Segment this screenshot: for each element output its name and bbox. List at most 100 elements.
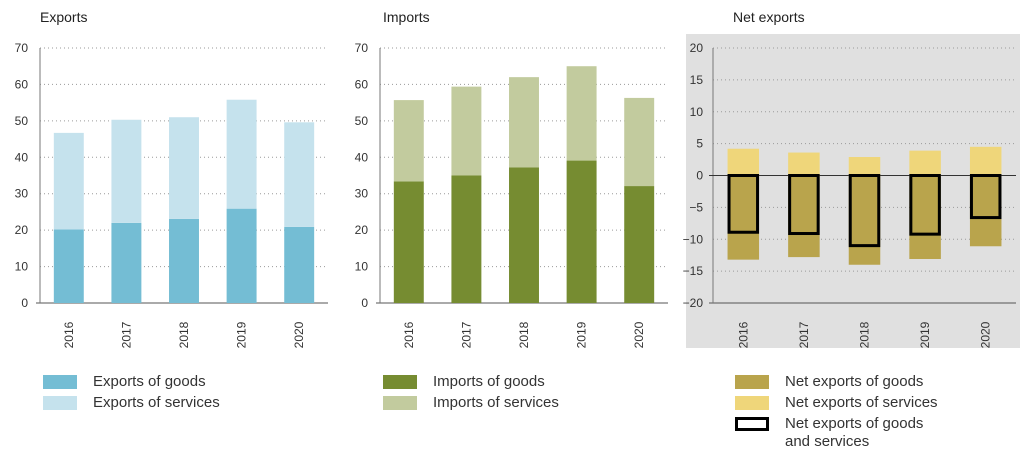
- bar-imports-of-goods-2019: [566, 160, 597, 303]
- x-tick-label: 2019: [918, 321, 932, 348]
- bar-imports-of-services-2017: [451, 86, 482, 176]
- x-tick-label: 2019: [575, 321, 589, 348]
- bar-imports-of-services-2020: [624, 97, 655, 187]
- legend-swatch: [735, 396, 769, 410]
- x-tick-label: 2020: [292, 321, 306, 348]
- legend-swatch: [383, 375, 417, 389]
- y-tick-label: 20: [690, 41, 704, 55]
- bar-exports-of-services-2019: [226, 99, 257, 209]
- y-tick-label: 50: [15, 114, 29, 128]
- bar-imports-of-services-2016: [393, 100, 424, 182]
- chart-exports: Exports 0 10 20 30 40 50 60 70 2016 2017 2018 2019 20…: [15, 9, 328, 348]
- y-tick-label: −10: [683, 232, 704, 246]
- bar-exports-of-services-2018: [169, 117, 199, 219]
- chart-title: Net exports: [733, 9, 805, 25]
- legend-label: Net exports of goods: [785, 373, 924, 390]
- legend-label: Net exports of services: [785, 394, 938, 411]
- y-tick-label: 20: [355, 223, 369, 237]
- legend-item: Exports of goods: [43, 373, 220, 394]
- y-tick-label: 50: [355, 114, 369, 128]
- y-tick-label: 60: [355, 77, 369, 91]
- bar-imports-of-services-2018: [509, 77, 539, 168]
- bar-exports-of-services-2020: [284, 122, 315, 227]
- x-tick-label: 2020: [632, 321, 646, 348]
- bar-imports-of-goods-2018: [509, 167, 539, 303]
- exports-legend: Exports of goods Exports of services: [43, 373, 220, 415]
- bar-imports-of-goods-2017: [451, 175, 482, 303]
- y-tick-label: 0: [696, 169, 703, 183]
- y-tick-label: 5: [696, 137, 703, 151]
- x-tick-label: 2020: [979, 321, 993, 348]
- bar-net-exports-of-services-2020: [969, 146, 1002, 176]
- bar-exports-of-goods-2020: [284, 226, 315, 303]
- bar-net-exports-of-goods-2020: [969, 175, 1002, 247]
- bar-exports-of-goods-2018: [169, 218, 199, 303]
- legend-label: Exports of goods: [93, 373, 206, 390]
- legend-item: Net exports of goods and services: [735, 415, 938, 450]
- legend-swatch: [383, 396, 417, 410]
- legend-item: Net exports of services: [735, 394, 938, 415]
- bar-net-exports-of-goods-2016: [727, 175, 760, 260]
- x-tick-label: 2018: [858, 321, 872, 348]
- legend-label: Imports of goods: [433, 373, 545, 390]
- bar-exports-of-goods-2016: [53, 229, 84, 303]
- bar-imports-of-goods-2020: [624, 186, 655, 303]
- legend-swatch: [43, 396, 77, 410]
- bar-net-exports-of-goods-and-services-2018: [848, 174, 881, 248]
- y-tick-label: 0: [21, 296, 28, 310]
- bar-exports-of-services-2017: [111, 119, 142, 223]
- y-tick-label: 10: [15, 260, 29, 274]
- legend-swatch: [735, 417, 769, 431]
- legend-item: Net exports of goods: [735, 373, 938, 394]
- legend-label: Imports of services: [433, 394, 559, 411]
- bar-net-exports-of-goods-and-services-2017: [788, 174, 820, 236]
- y-tick-label: 30: [355, 187, 369, 201]
- bar-imports-of-goods-2016: [393, 181, 424, 303]
- legend-item: Exports of services: [43, 394, 220, 415]
- bar-net-exports-of-goods-and-services-2016: [727, 174, 760, 234]
- bar-net-exports-of-goods-and-services-2020: [969, 174, 1002, 220]
- x-tick-label: 2016: [402, 321, 416, 348]
- x-tick-label: 2017: [797, 321, 811, 348]
- bar-exports-of-services-2016: [53, 132, 84, 230]
- y-tick-label: 30: [15, 187, 29, 201]
- x-tick-label: 2018: [517, 321, 531, 348]
- y-tick-label: 70: [355, 41, 369, 55]
- bar-exports-of-goods-2017: [111, 222, 142, 303]
- bar-exports-of-goods-2019: [226, 208, 257, 303]
- bar-net-exports-of-services-2019: [909, 150, 941, 176]
- bar-net-exports-of-goods-2019: [909, 175, 941, 260]
- net-exports-legend: Net exports of goods Net exports of servi…: [735, 373, 938, 450]
- y-tick-label: 15: [690, 73, 704, 87]
- legend-item: Imports of goods: [383, 373, 559, 394]
- x-tick-label: 2016: [736, 321, 750, 348]
- y-tick-label: 10: [690, 105, 704, 119]
- legend-swatch: [735, 375, 769, 389]
- bar-imports-of-services-2019: [566, 66, 597, 161]
- chart-title: Exports: [40, 9, 87, 25]
- chart-net-exports: Net exports −20 −15 −10 −5 0 5 10 15 20 2016 2017 20…: [683, 9, 1020, 348]
- y-tick-label: −15: [683, 264, 704, 278]
- bar-net-exports-of-services-2017: [788, 152, 820, 176]
- bar-net-exports-of-services-2018: [848, 157, 881, 176]
- x-tick-label: 2018: [177, 321, 191, 348]
- chart-imports: Imports 0 10 20 30 40 50 60 70 2016 2017 2018 2019 20…: [355, 9, 668, 348]
- legend-label: Exports of services: [93, 394, 220, 411]
- x-tick-label: 2017: [459, 321, 473, 348]
- imports-legend: Imports of goods Imports of services: [383, 373, 559, 415]
- y-tick-label: 40: [355, 150, 369, 164]
- chart-title: Imports: [383, 9, 430, 25]
- y-tick-label: 0: [361, 296, 368, 310]
- y-tick-label: 20: [15, 223, 29, 237]
- x-tick-label: 2016: [62, 321, 76, 348]
- bar-net-exports-of-goods-and-services-2019: [909, 174, 941, 236]
- y-tick-label: 40: [15, 150, 29, 164]
- bar-net-exports-of-goods-2017: [788, 175, 820, 258]
- y-tick-label: −20: [683, 296, 704, 310]
- bar-net-exports-of-services-2016: [727, 148, 760, 176]
- x-tick-label: 2017: [119, 321, 133, 348]
- y-tick-label: −5: [689, 200, 703, 214]
- y-tick-label: 60: [15, 77, 29, 91]
- y-tick-label: 10: [355, 260, 369, 274]
